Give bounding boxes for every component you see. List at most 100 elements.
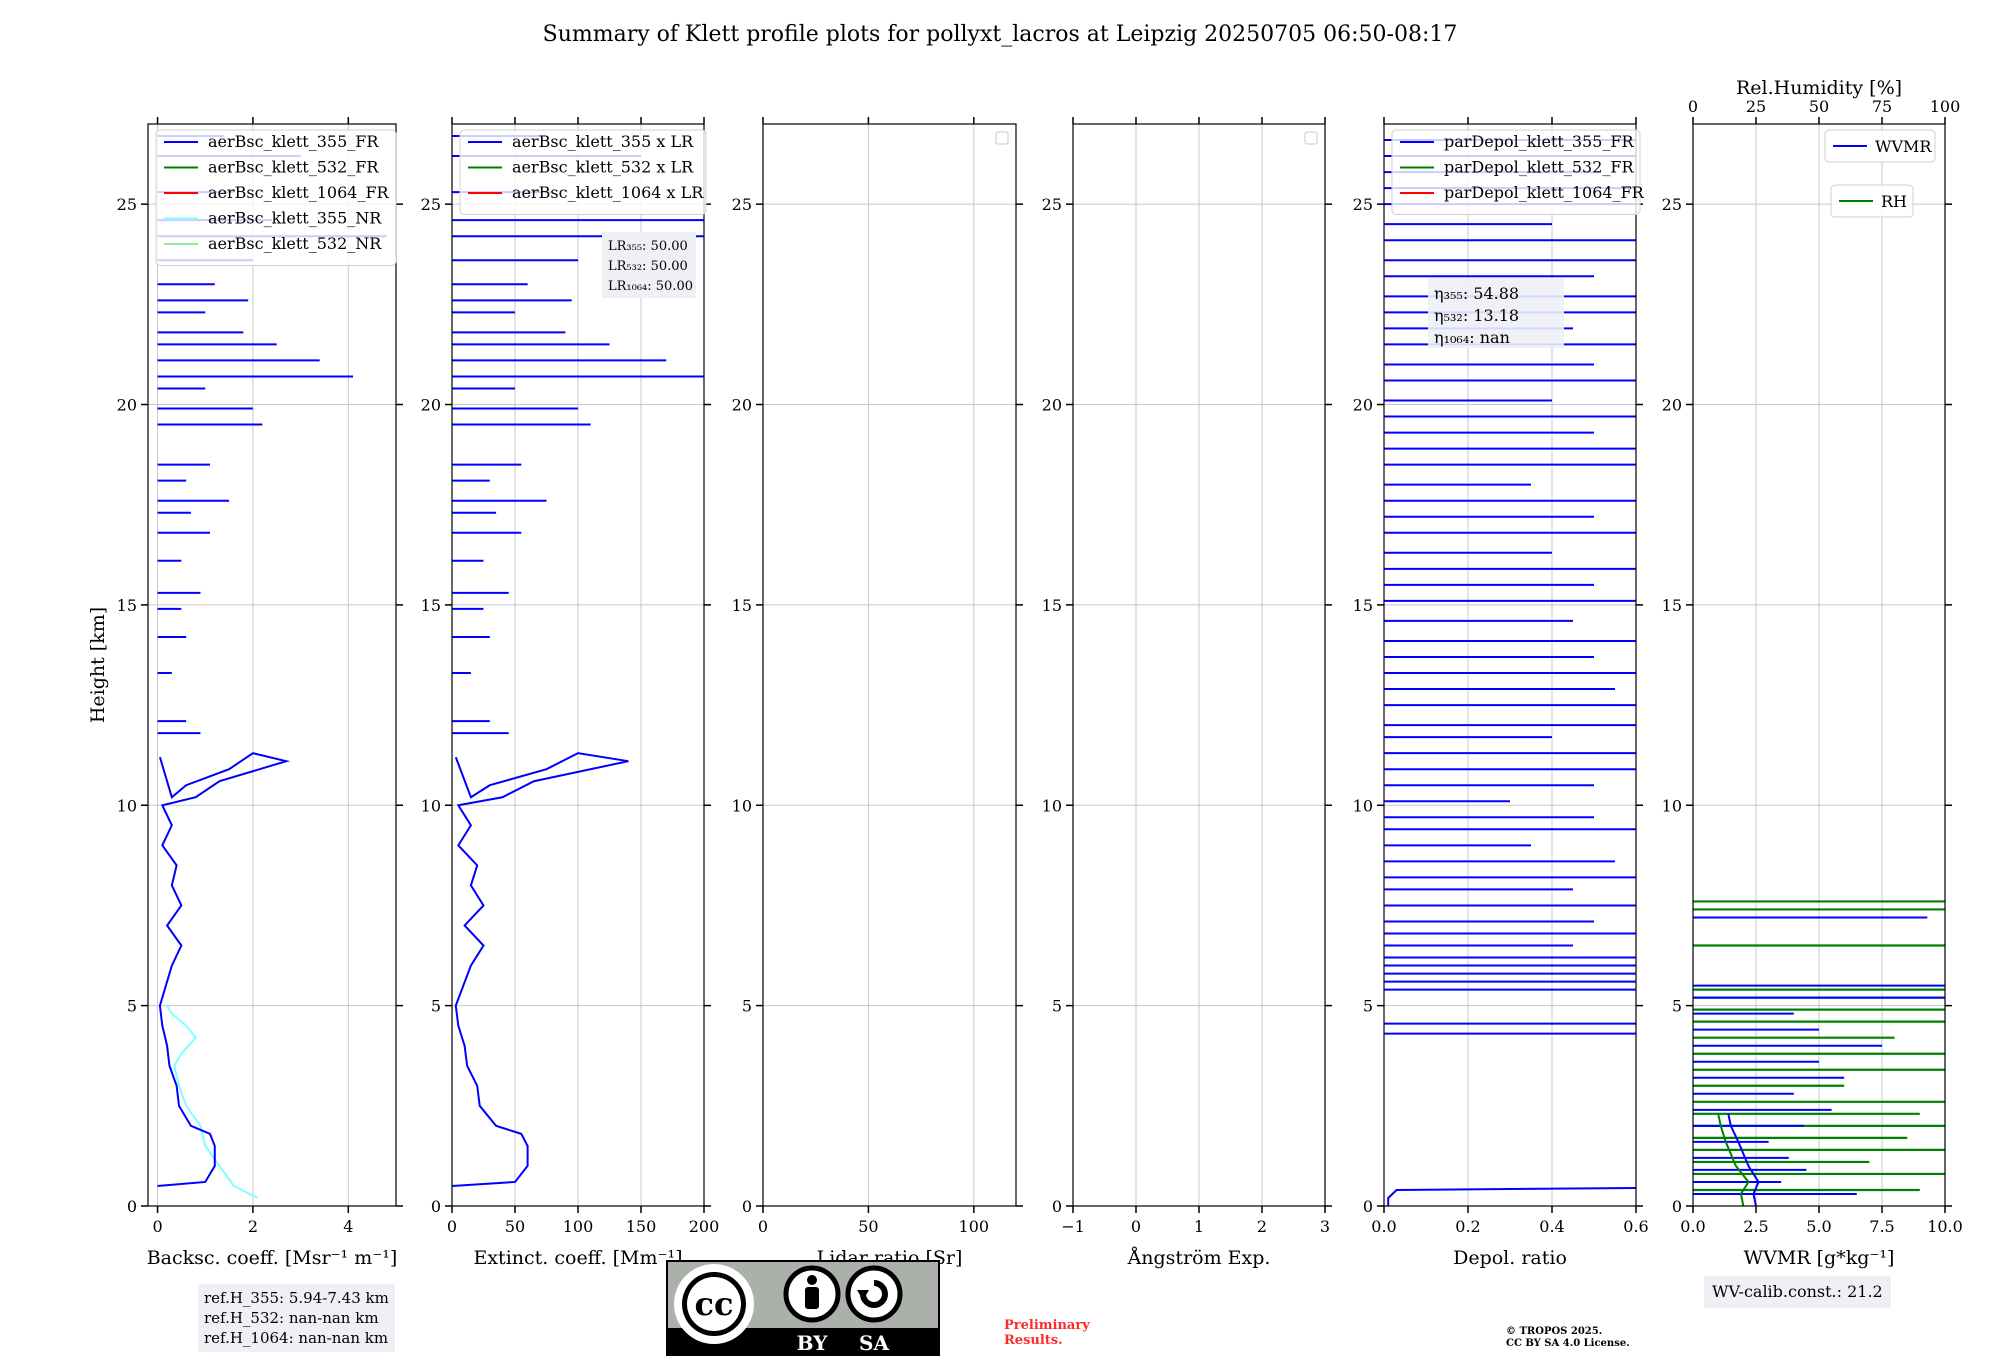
y-tick-label: 0 — [127, 1197, 137, 1216]
x-tick-label: 0.0 — [1680, 1217, 1705, 1236]
y-tick-label: 0 — [1363, 1197, 1373, 1216]
ref-height-1064: ref.H_1064: nan-nan km — [204, 1329, 389, 1347]
x-tick-label: 0 — [152, 1217, 162, 1236]
x-tick-label: 100 — [563, 1217, 594, 1236]
legend-entry: parDepol_klett_532_FR — [1444, 158, 1635, 177]
series-line — [1717, 1113, 1750, 1206]
legend-entry: aerBsc_klett_532_NR — [208, 234, 382, 253]
cc-by-sa-logo-icon: cc BY SA — [666, 1260, 940, 1356]
y-tick-label: 0 — [1052, 1197, 1062, 1216]
y-tick-label: 10 — [1042, 796, 1062, 815]
y-tick-label: 20 — [1662, 396, 1682, 415]
x-axis-label: WVMR [g*kg⁻¹] — [1744, 1247, 1895, 1269]
ref-height-355: ref.H_355: 5.94-7.43 km — [204, 1289, 389, 1307]
y-tick-label: 10 — [421, 796, 441, 815]
legend-box — [155, 129, 397, 266]
y-tick-label: 0 — [1672, 1197, 1682, 1216]
x-tick-label: 0.2 — [1455, 1217, 1480, 1236]
panel-1: 0 2 4 0 5 10 15 20 25 Backsc. coeff. [Msr⁻¹ m⁻¹] H… — [87, 117, 403, 1269]
x-tick-label: 0 — [1131, 1217, 1141, 1236]
x-tick-label: 0.6 — [1623, 1217, 1648, 1236]
wv-calibration-box: WV-calib.const.: 21.2 — [1704, 1276, 1891, 1308]
series-line — [166, 1005, 259, 1199]
data-layer — [157, 135, 387, 1199]
x-tick-label: 200 — [689, 1217, 720, 1236]
top-x-tick-label: 75 — [1872, 97, 1892, 116]
y-tick-label: 5 — [1672, 997, 1682, 1016]
legend-entry: aerBsc_klett_355_FR — [208, 132, 379, 151]
x-tick-label: −1 — [1061, 1217, 1085, 1236]
legend-box — [459, 129, 707, 215]
legend-entry: RH — [1881, 192, 1907, 211]
y-tick-label: 20 — [732, 396, 752, 415]
y-tick-label: 20 — [117, 396, 137, 415]
x-tick-label: 4 — [343, 1217, 353, 1236]
lidar-ratio-value: LR₅₃₂: 50.00 — [608, 259, 688, 274]
x-tick-label: 7.5 — [1869, 1217, 1894, 1236]
legend-entry: WVMR — [1875, 137, 1932, 156]
x-tick-label: 150 — [626, 1217, 657, 1236]
y-tick-label: 25 — [732, 195, 752, 214]
legend-entry: aerBsc_klett_1064_FR — [208, 183, 390, 202]
legend-entry: aerBsc_klett_532 x LR — [512, 158, 694, 177]
axes-frame — [762, 123, 1017, 1207]
ref-height-532: ref.H_532: nan-nan km — [204, 1309, 379, 1327]
cc-sa-text: SA — [859, 1331, 889, 1355]
figure-title: Summary of Klett profile plots for polly… — [542, 22, 1458, 47]
y-tick-label: 25 — [117, 195, 137, 214]
x-tick-label: 5.0 — [1806, 1217, 1831, 1236]
x-axis-label: Extinct. coeff. [Mm⁻¹] — [473, 1247, 682, 1269]
panel-2: 0 50 100 150 200 0 5 10 15 20 25 Extinct. coeff. [M… — [421, 117, 720, 1269]
top-x-tick-label: 0 — [1688, 97, 1698, 116]
top-x-axis-label: Rel.Humidity [%] — [1736, 77, 1902, 99]
data-layer — [1693, 900, 1945, 1206]
lidar-ratio-value: LR₃₅₅: 50.00 — [608, 239, 688, 254]
x-tick-label: 2 — [1257, 1217, 1267, 1236]
y-tick-label: 5 — [127, 997, 137, 1016]
series-line — [1387, 1186, 1636, 1206]
x-tick-label: 100 — [959, 1217, 990, 1236]
y-tick-label: 20 — [421, 396, 441, 415]
data-layer — [1384, 139, 1636, 1206]
preliminary-line-2: Results. — [1004, 1333, 1063, 1348]
y-tick-label: 25 — [421, 195, 441, 214]
x-tick-label: 2.5 — [1743, 1217, 1768, 1236]
eta-value: η₃₅₅: 54.88 — [1434, 284, 1519, 303]
top-x-tick-label: 50 — [1809, 97, 1829, 116]
y-tick-label: 20 — [1042, 396, 1062, 415]
eta-box — [1428, 278, 1564, 348]
y-tick-label: 5 — [1363, 997, 1373, 1016]
x-axis-label: Ångström Exp. — [1127, 1247, 1271, 1269]
x-tick-label: 0 — [758, 1217, 768, 1236]
reference-height-box: ref.H_355: 5.94-7.43 km ref.H_532: nan-n… — [198, 1284, 395, 1352]
x-tick-label: 3 — [1320, 1217, 1330, 1236]
copyright-line-1: © TROPOS 2025. — [1506, 1326, 1603, 1337]
lidar-ratio-value: LR₁₀₆₄: 50.00 — [608, 279, 693, 294]
empty-legend-icon — [1304, 131, 1318, 145]
x-tick-label: 50 — [858, 1217, 878, 1236]
legend-box — [1824, 129, 1936, 163]
panel-6: 0.0 2.5 5.0 7.5 10.0 0 5 10 15 20 25 WVMR [g*kg⁻¹] 0… — [1662, 77, 1963, 1269]
copyright-line-2: CC BY SA 4.0 License. — [1506, 1338, 1630, 1349]
y-tick-label: 15 — [421, 596, 441, 615]
y-tick-label: 25 — [1353, 195, 1373, 214]
series-line — [157, 752, 291, 1187]
preliminary-line-1: Preliminary — [1004, 1318, 1090, 1333]
x-tick-label: 0.0 — [1371, 1217, 1396, 1236]
y-tick-label: 10 — [1662, 796, 1682, 815]
y-tick-label: 15 — [732, 596, 752, 615]
x-tick-label: 2 — [248, 1217, 258, 1236]
legend-box — [1391, 129, 1641, 215]
series-line — [452, 752, 629, 1187]
top-x-tick-label: 100 — [1930, 97, 1961, 116]
y-tick-label: 5 — [431, 997, 441, 1016]
empty-legend-icon — [995, 131, 1009, 145]
y-tick-label: 20 — [1353, 396, 1373, 415]
copyright-note: © TROPOS 2025. CC BY SA 4.0 License. — [1506, 1326, 1630, 1350]
x-tick-label: 1 — [1194, 1217, 1204, 1236]
y-tick-label: 15 — [117, 596, 137, 615]
y-axis-label: Height [km] — [87, 607, 109, 723]
y-tick-label: 15 — [1042, 596, 1062, 615]
y-tick-label: 25 — [1042, 195, 1062, 214]
